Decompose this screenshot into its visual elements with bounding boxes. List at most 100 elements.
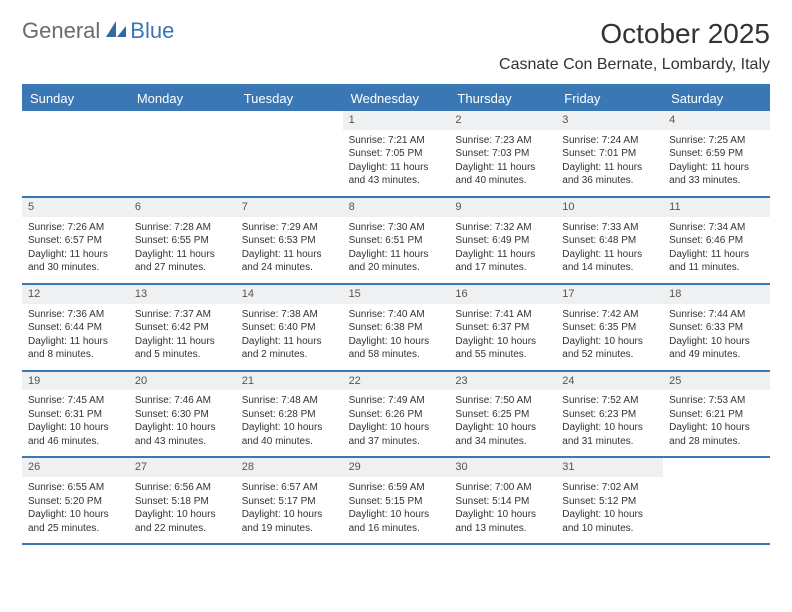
day-header: Thursday — [449, 86, 556, 111]
sunrise-text: Sunrise: 7:52 AM — [562, 394, 657, 408]
sunset-text: Sunset: 5:12 PM — [562, 495, 657, 509]
day-number: 22 — [343, 372, 450, 391]
day-cell: 26Sunrise: 6:55 AMSunset: 5:20 PMDayligh… — [22, 458, 129, 543]
daylight-text: Daylight: 11 hours and 27 minutes. — [135, 248, 230, 275]
daylight-text: Daylight: 11 hours and 14 minutes. — [562, 248, 657, 275]
day-cell — [663, 458, 770, 543]
day-cell: 8Sunrise: 7:30 AMSunset: 6:51 PMDaylight… — [343, 198, 450, 283]
daylight-text: Daylight: 11 hours and 40 minutes. — [455, 161, 550, 188]
day-header: Tuesday — [236, 86, 343, 111]
daylight-text: Daylight: 11 hours and 5 minutes. — [135, 335, 230, 362]
day-number: 23 — [449, 372, 556, 391]
sunrise-text: Sunrise: 7:44 AM — [669, 308, 764, 322]
day-cell: 14Sunrise: 7:38 AMSunset: 6:40 PMDayligh… — [236, 285, 343, 370]
day-cell: 13 Sunrise: 7:37 AMSunset: 6:42 PMDayligh… — [129, 285, 236, 370]
sunset-text: Sunset: 6:57 PM — [28, 234, 123, 248]
day-number: 7 — [236, 198, 343, 217]
day-number: 25 — [663, 372, 770, 391]
daylight-text: Daylight: 11 hours and 30 minutes. — [28, 248, 123, 275]
day-cell: 17Sunrise: 7:42 AMSunset: 6:35 PMDayligh… — [556, 285, 663, 370]
sunset-text: Sunset: 6:31 PM — [28, 408, 123, 422]
sunrise-text: Sunrise: 6:56 AM — [135, 481, 230, 495]
sunrise-text: Sunrise: 7:50 AM — [455, 394, 550, 408]
day-header: Friday — [556, 86, 663, 111]
day-header: Wednesday — [343, 86, 450, 111]
location: Casnate Con Bernate, Lombardy, Italy — [499, 56, 770, 74]
day-number: 8 — [343, 198, 450, 217]
day-cell: 16Sunrise: 7:41 AMSunset: 6:37 PMDayligh… — [449, 285, 556, 370]
day-number: 5 — [22, 198, 129, 217]
day-cell: 12Sunrise: 7:36 AMSunset: 6:44 PMDayligh… — [22, 285, 129, 370]
daylight-text: Daylight: 10 hours and 28 minutes. — [669, 421, 764, 448]
daylight-text: Daylight: 10 hours and 19 minutes. — [242, 508, 337, 535]
week-row: 26Sunrise: 6:55 AMSunset: 5:20 PMDayligh… — [22, 458, 770, 545]
day-cell: 15Sunrise: 7:40 AMSunset: 6:38 PMDayligh… — [343, 285, 450, 370]
header: General Blue October 2025 Casnate Con Be… — [22, 18, 770, 74]
daylight-text: Daylight: 11 hours and 33 minutes. — [669, 161, 764, 188]
sunset-text: Sunset: 6:25 PM — [455, 408, 550, 422]
sunrise-text: Sunrise: 7:53 AM — [669, 394, 764, 408]
weeks-container: 1Sunrise: 7:21 AMSunset: 7:05 PMDaylight… — [22, 111, 770, 545]
day-cell — [129, 111, 236, 196]
day-header: Sunday — [22, 86, 129, 111]
daylight-text: Daylight: 10 hours and 40 minutes. — [242, 421, 337, 448]
sunset-text: Sunset: 6:49 PM — [455, 234, 550, 248]
sunrise-text: Sunrise: 7:37 AM — [135, 308, 230, 322]
sunset-text: Sunset: 7:05 PM — [349, 147, 444, 161]
day-number: 17 — [556, 285, 663, 304]
day-cell: 4Sunrise: 7:25 AMSunset: 6:59 PMDaylight… — [663, 111, 770, 196]
month-title: October 2025 — [499, 18, 770, 50]
day-cell: 9Sunrise: 7:32 AMSunset: 6:49 PMDaylight… — [449, 198, 556, 283]
week-row: 12Sunrise: 7:36 AMSunset: 6:44 PMDayligh… — [22, 285, 770, 372]
day-header: Monday — [129, 86, 236, 111]
day-number: 12 — [22, 285, 129, 304]
day-cell — [236, 111, 343, 196]
sunset-text: Sunset: 6:21 PM — [669, 408, 764, 422]
daylight-text: Daylight: 10 hours and 22 minutes. — [135, 508, 230, 535]
sunrise-text: Sunrise: 7:46 AM — [135, 394, 230, 408]
week-row: 1Sunrise: 7:21 AMSunset: 7:05 PMDaylight… — [22, 111, 770, 198]
day-number: 16 — [449, 285, 556, 304]
day-cell: 6Sunrise: 7:28 AMSunset: 6:55 PMDaylight… — [129, 198, 236, 283]
sunset-text: Sunset: 6:33 PM — [669, 321, 764, 335]
day-cell: 20Sunrise: 7:46 AMSunset: 6:30 PMDayligh… — [129, 372, 236, 457]
daylight-text: Daylight: 11 hours and 2 minutes. — [242, 335, 337, 362]
sunset-text: Sunset: 6:37 PM — [455, 321, 550, 335]
daylight-text: Daylight: 11 hours and 36 minutes. — [562, 161, 657, 188]
day-cell — [22, 111, 129, 196]
sunrise-text: Sunrise: 6:59 AM — [349, 481, 444, 495]
sunset-text: Sunset: 6:46 PM — [669, 234, 764, 248]
day-number: 4 — [663, 111, 770, 130]
sunset-text: Sunset: 6:44 PM — [28, 321, 123, 335]
sunrise-text: Sunrise: 6:55 AM — [28, 481, 123, 495]
day-number: 24 — [556, 372, 663, 391]
day-cell: 10Sunrise: 7:33 AMSunset: 6:48 PMDayligh… — [556, 198, 663, 283]
sunset-text: Sunset: 6:42 PM — [135, 321, 230, 335]
day-number: 6 — [129, 198, 236, 217]
sunset-text: Sunset: 7:01 PM — [562, 147, 657, 161]
day-cell: 22Sunrise: 7:49 AMSunset: 6:26 PMDayligh… — [343, 372, 450, 457]
daylight-text: Daylight: 11 hours and 20 minutes. — [349, 248, 444, 275]
day-cell: 21Sunrise: 7:48 AMSunset: 6:28 PMDayligh… — [236, 372, 343, 457]
daylight-text: Daylight: 10 hours and 46 minutes. — [28, 421, 123, 448]
daylight-text: Daylight: 10 hours and 16 minutes. — [349, 508, 444, 535]
sunrise-text: Sunrise: 7:42 AM — [562, 308, 657, 322]
sunset-text: Sunset: 6:23 PM — [562, 408, 657, 422]
logo-text-general: General — [22, 18, 100, 44]
daylight-text: Daylight: 10 hours and 13 minutes. — [455, 508, 550, 535]
sunrise-text: Sunrise: 7:48 AM — [242, 394, 337, 408]
day-number: 13 — [129, 285, 236, 304]
sunrise-text: Sunrise: 7:40 AM — [349, 308, 444, 322]
logo: General Blue — [22, 18, 174, 44]
day-header: Saturday — [663, 86, 770, 111]
day-cell: 7Sunrise: 7:29 AMSunset: 6:53 PMDaylight… — [236, 198, 343, 283]
sunset-text: Sunset: 5:15 PM — [349, 495, 444, 509]
day-cell: 2Sunrise: 7:23 AMSunset: 7:03 PMDaylight… — [449, 111, 556, 196]
day-cell: 11Sunrise: 7:34 AMSunset: 6:46 PMDayligh… — [663, 198, 770, 283]
sunrise-text: Sunrise: 7:49 AM — [349, 394, 444, 408]
sunset-text: Sunset: 6:55 PM — [135, 234, 230, 248]
day-number: 11 — [663, 198, 770, 217]
sunset-text: Sunset: 6:53 PM — [242, 234, 337, 248]
day-number: 9 — [449, 198, 556, 217]
day-number: 30 — [449, 458, 556, 477]
